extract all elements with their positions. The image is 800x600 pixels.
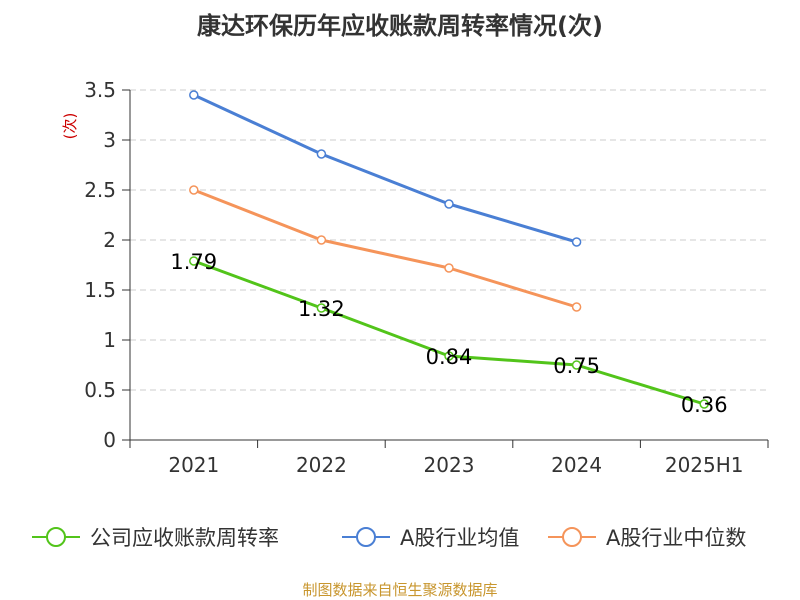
y-tick-label: 1 — [103, 328, 116, 352]
y-tick-label: 1.5 — [84, 278, 116, 302]
y-tick-label: 2 — [103, 228, 116, 252]
x-tick-label: 2024 — [551, 453, 602, 477]
chart-title: 康达环保历年应收账款周转率情况(次) — [197, 12, 603, 40]
y-axis: 0 0.5 1 1.5 2 2.5 3 3.5 — [84, 78, 131, 452]
source-note: 制图数据来自恒生聚源数据库 — [302, 581, 498, 599]
data-point — [444, 351, 454, 361]
data-point — [571, 237, 582, 247]
y-tick-label: 2.5 — [84, 178, 116, 202]
legend-label: A股行业中位数 — [606, 526, 746, 550]
legend-label: A股行业均值 — [400, 526, 519, 550]
y-tick-label: 0.5 — [84, 378, 116, 402]
data-label: 0.84 — [426, 345, 473, 369]
legend-marker — [46, 527, 66, 547]
data-point — [444, 263, 454, 273]
x-tick-label: 2023 — [424, 453, 475, 477]
y-axis-label: (次) — [61, 113, 79, 140]
data-labels: 1.79 1.32 0.84 0.75 0.36 — [170, 250, 727, 417]
data-point — [444, 199, 454, 209]
series-line — [193, 93, 578, 244]
series-line — [193, 259, 705, 406]
data-point — [571, 302, 582, 312]
data-point — [316, 303, 327, 313]
data-point — [699, 399, 709, 409]
legend-marker — [356, 527, 376, 547]
data-label: 0.36 — [681, 393, 728, 417]
data-point — [189, 185, 199, 195]
x-tick-label: 2021 — [168, 453, 219, 477]
y-tick-label: 3.5 — [84, 78, 116, 102]
y-tick-label: 0 — [103, 428, 116, 452]
data-point — [189, 90, 199, 100]
x-tick-label: 2022 — [296, 453, 347, 477]
data-label: 0.75 — [553, 354, 600, 378]
legend: 公司应收账款周转率 A股行业均值 A股行业中位数 — [32, 526, 746, 550]
x-tick-label: 2025H1 — [665, 453, 744, 477]
legend-label: 公司应收账款周转率 — [90, 526, 279, 550]
x-axis: 2021 2022 2023 2024 2025H1 — [129, 439, 769, 477]
legend-marker — [562, 527, 582, 547]
data-point — [189, 256, 199, 266]
data-point — [571, 360, 582, 370]
data-label: 1.32 — [298, 297, 345, 321]
y-tick-label: 3 — [103, 128, 116, 152]
data-label: 1.79 — [170, 250, 217, 274]
series-group — [189, 90, 709, 409]
data-point — [316, 235, 327, 245]
data-point — [316, 149, 327, 159]
series-line — [193, 188, 578, 309]
